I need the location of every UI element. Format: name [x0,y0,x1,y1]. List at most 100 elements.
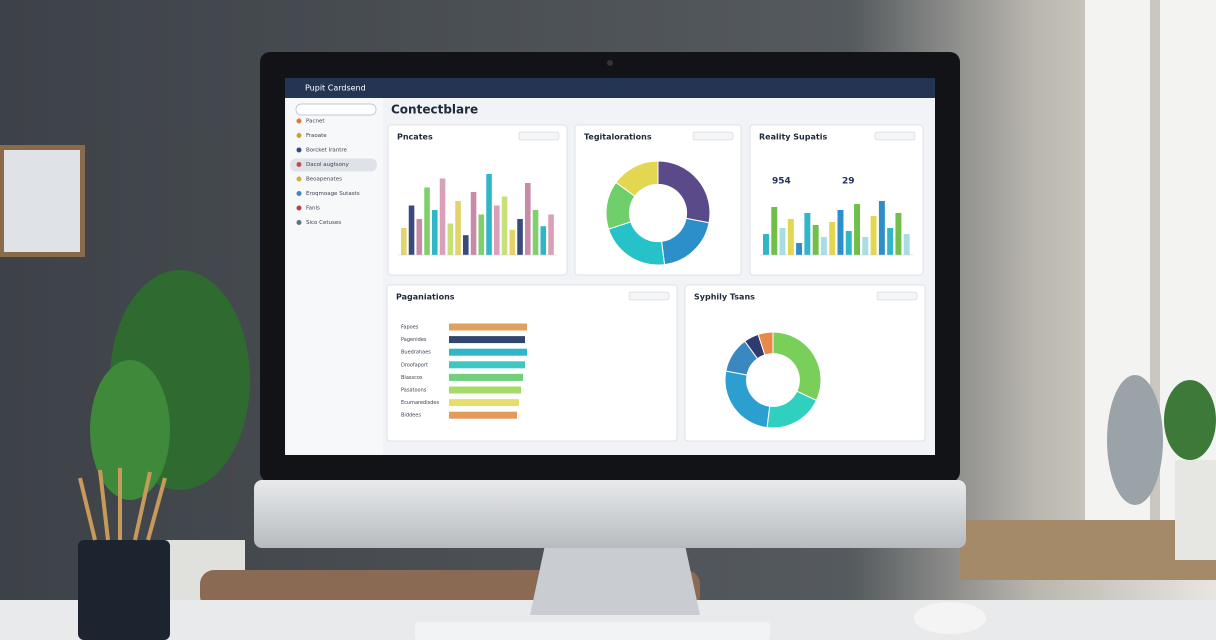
shelf [960,520,1216,580]
panel-title: Syphily Tsans [694,293,755,302]
bar [870,216,877,255]
mouse [914,602,986,634]
bar [478,214,485,255]
bar [829,222,836,255]
stand [530,545,700,615]
sidebar-icon [296,220,302,225]
bar [486,174,492,255]
panel-menu[interactable] [692,131,734,141]
bar [525,183,531,255]
category-label: Pasatoons [401,388,427,394]
stat-value: 29 [842,177,855,187]
sidebar-item[interactable]: Eroqmoage Sutasts [306,191,360,197]
donut-slice [757,331,774,356]
hbar [449,348,527,356]
pencils [78,468,167,541]
bar [804,213,811,255]
panel-title: Pncates [397,133,433,142]
bar [432,210,438,255]
page-title: Contectblare [391,103,478,117]
bar [470,192,477,255]
sidebar-icon [296,133,302,138]
stat-value: 954 [772,177,791,187]
bar [903,234,910,255]
sidebar-icon [296,205,302,211]
panel-title: Paganiations [396,293,455,302]
bar [416,219,423,255]
donut-slice [615,160,659,197]
camera [607,60,613,66]
category-label: Pagenides [401,337,427,343]
bar [401,228,407,255]
bar [862,237,869,255]
sidebar-item[interactable]: Beoapenates [306,177,342,183]
bar [779,228,786,255]
sidebar-item[interactable]: Fraoate [306,133,327,139]
panel-menu[interactable] [874,131,916,141]
plant-right [1164,380,1216,460]
sidebar-active [290,158,377,172]
window-frame [1150,0,1160,520]
category-label: Droofaport [401,362,428,368]
bar [787,219,794,255]
hbar [449,336,525,344]
sidebar-item[interactable]: Pacnet [306,119,325,125]
bar [771,207,778,255]
bar [878,201,885,255]
bar [494,205,500,255]
bar [517,219,523,255]
panel-menu[interactable] [518,131,560,141]
pot-right [1175,460,1216,560]
bar [820,237,827,255]
panel-title: Reality Supatis [759,133,827,142]
panel-menu[interactable] [628,291,670,301]
panel [386,284,678,442]
bar [796,243,803,255]
bar [424,187,430,255]
sidebar-icon [296,118,302,124]
hbar [449,373,523,381]
keyboard [415,622,770,640]
category-label: Ecumaredisdes [401,400,439,406]
bar [845,231,852,255]
bar [447,223,454,255]
plant-left [90,270,250,500]
bar [812,225,819,255]
bar [540,226,547,255]
sidebar-icon [296,147,302,153]
search-box[interactable] [295,103,377,116]
sidebar-icon [296,176,302,182]
category-label: Biddees [401,413,421,419]
hbar [449,323,527,331]
sidebar-item[interactable]: Sico Cetuses [306,220,341,226]
top-bar [285,78,935,98]
bar [548,214,554,255]
bar [463,235,469,255]
bar [439,178,446,255]
category-label: Fapoes [401,325,419,331]
bar [501,196,508,255]
sidebar [287,98,383,455]
hbar [449,386,521,394]
sidebar-item[interactable]: Fanls [306,206,320,212]
bar [532,210,539,255]
bar [509,229,516,255]
sidebar-item[interactable]: Dacol augtsony [306,162,349,168]
picture [4,150,80,252]
category-label: Biasscos [401,375,423,381]
sidebar-icon [296,162,302,167]
sidebar-icon [296,191,302,196]
bar [763,234,769,255]
pencil-cup [78,540,170,640]
vase [1107,375,1163,505]
hbar [449,399,519,407]
panel [387,124,568,276]
chin [254,480,966,548]
bar [837,210,844,255]
app-title: Pupit Cardsend [305,84,366,93]
bar [408,205,415,255]
hbar [449,411,517,419]
panel-menu[interactable] [876,291,918,301]
sidebar-item[interactable]: Borcket lrantre [306,148,348,154]
